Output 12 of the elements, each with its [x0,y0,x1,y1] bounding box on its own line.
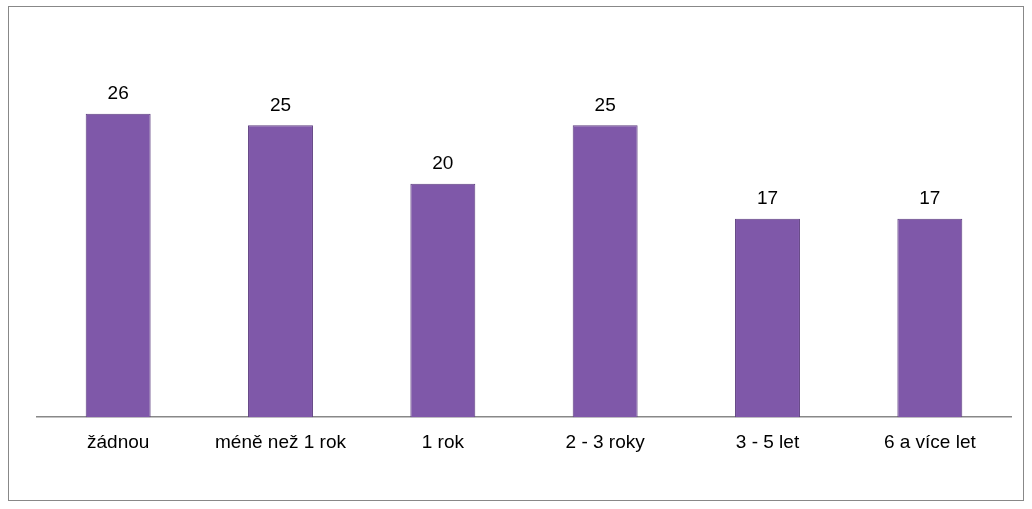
data-label: 26 [107,82,129,104]
x-tick-label: 2 - 3 roky [565,430,646,452]
data-label: 20 [432,152,454,174]
data-label: 25 [269,94,292,116]
data-label: 17 [756,187,779,209]
x-tick-label: žádnou [86,430,150,452]
x-tick-label: méně než 1 rok [215,430,347,452]
x-tick-label: 1 rok [421,430,465,452]
data-label: 25 [594,94,616,116]
data-label: 17 [919,187,941,209]
x-tick-label: 6 a více let [883,430,977,452]
x-tick-label: 3 - 5 let [735,430,800,452]
